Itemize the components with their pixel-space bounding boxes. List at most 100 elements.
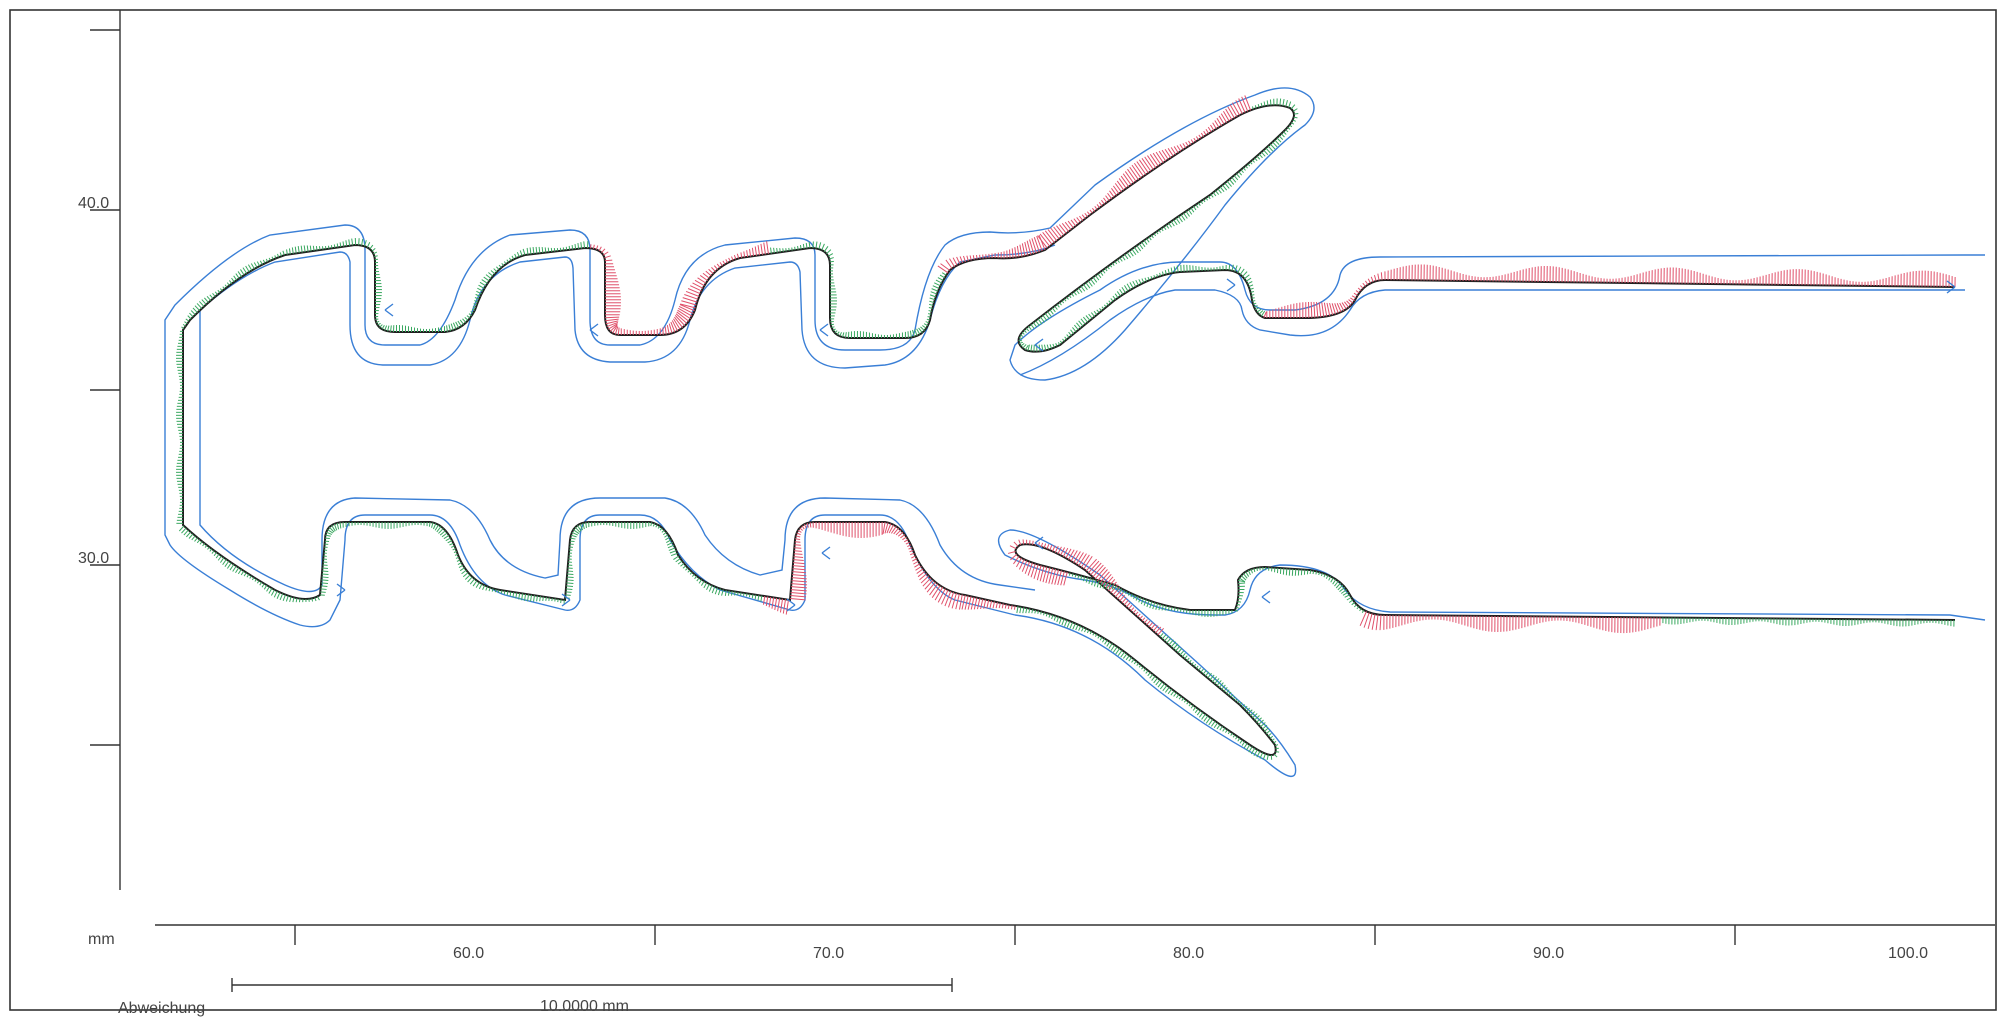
deviation-hatch xyxy=(1180,214,1186,221)
deviation-hatch xyxy=(541,247,544,253)
deviation-hatch xyxy=(1243,705,1248,710)
deviation-hatch xyxy=(604,255,611,259)
deviation-hatch xyxy=(607,323,618,330)
deviation-hatch xyxy=(1085,282,1091,289)
deviation-hatch xyxy=(1098,202,1103,207)
deviation-hatch xyxy=(1141,666,1144,670)
deviation-hatch xyxy=(944,590,952,607)
deviation-hatch xyxy=(1106,641,1111,647)
deviation-hatch xyxy=(1192,205,1197,211)
deviation-hatch xyxy=(830,323,834,326)
deviation-hatch xyxy=(749,248,752,257)
deviation-hatch xyxy=(791,586,808,589)
deviation-hatch xyxy=(1221,684,1226,690)
deviation-hatch xyxy=(1231,177,1237,183)
deviation-hatch xyxy=(1245,571,1250,577)
deviation-hatch xyxy=(222,286,226,290)
deviation-hatch xyxy=(1065,548,1072,559)
deviation-hatch xyxy=(940,263,951,271)
deviation-hatch xyxy=(1143,240,1148,245)
deviation-hatch xyxy=(522,248,526,256)
deviation-hatch xyxy=(571,531,578,536)
deviation-hatch xyxy=(1254,157,1258,162)
deviation-hatch xyxy=(795,538,801,541)
deviation-hatch xyxy=(673,318,681,330)
deviation-hatch xyxy=(263,584,268,590)
deviation-hatch xyxy=(1104,639,1108,645)
deviation-hatch xyxy=(920,326,925,331)
deviation-hatch xyxy=(1025,607,1028,614)
deviation-hatch xyxy=(1149,154,1159,167)
deviation-hatch xyxy=(445,537,451,542)
deviation-hatch xyxy=(488,587,491,592)
deviation-hatch xyxy=(457,320,462,327)
deviation-hatch xyxy=(509,591,512,597)
deviation-hatch xyxy=(601,248,606,254)
deviation-hatch xyxy=(671,320,679,332)
deviation-hatch xyxy=(479,281,487,287)
deviation-hatch xyxy=(1186,701,1189,705)
deviation-hatch xyxy=(1177,648,1183,654)
deviation-hatch xyxy=(706,583,710,591)
deviation-hatch xyxy=(1320,572,1323,577)
deviation-hatch xyxy=(1061,223,1070,232)
deviation-hatch xyxy=(1109,190,1115,198)
deviation-hatch xyxy=(1138,597,1142,603)
deviation-hatch xyxy=(452,322,457,330)
deviation-hatch xyxy=(1070,293,1075,297)
deviation-hatch xyxy=(1135,279,1139,286)
deviation-hatch xyxy=(1377,273,1380,281)
deviation-hatch xyxy=(1235,736,1238,740)
deviation-hatch xyxy=(1214,120,1220,128)
deviation-hatch xyxy=(1039,233,1051,247)
deviation-hatch xyxy=(1195,204,1199,209)
deviation-hatch xyxy=(793,559,804,562)
deviation-hatch xyxy=(939,274,945,279)
deviation-hatch xyxy=(185,318,190,322)
deviation-hatch xyxy=(1099,307,1102,312)
deviation-hatch xyxy=(1231,102,1241,116)
deviation-hatch xyxy=(1064,619,1068,627)
deviation-hatch xyxy=(728,257,731,262)
deviation-hatch xyxy=(1293,112,1299,115)
deviation-hatch xyxy=(1086,629,1090,634)
deviation-hatch xyxy=(1097,273,1102,279)
deviation-hatch xyxy=(1213,722,1219,729)
deviation-hatch xyxy=(577,525,582,532)
deviation-hatch xyxy=(1159,272,1162,277)
deviation-hatch xyxy=(1080,318,1086,325)
plot-frame xyxy=(9,9,1997,1011)
deviation-hatch xyxy=(832,328,836,331)
deviation-hatch xyxy=(829,260,834,263)
deviation-hatch xyxy=(351,238,354,246)
deviation-hatch xyxy=(748,593,751,598)
deviation-hatch xyxy=(1102,582,1106,589)
deviation-hatch xyxy=(1107,266,1110,270)
deviation-hatch xyxy=(1269,99,1272,106)
deviation-hatch xyxy=(450,323,454,331)
deviation-hatch xyxy=(1185,210,1190,217)
deviation-hatch xyxy=(1059,340,1063,344)
deviation-hatch xyxy=(1070,329,1075,335)
deviation-hatch xyxy=(951,592,957,609)
deviation-hatch xyxy=(1085,558,1097,572)
deviation-hatch xyxy=(1239,268,1245,275)
deviation-hatch xyxy=(1036,235,1043,252)
deviation-hatch xyxy=(1258,719,1264,725)
deviation-hatch xyxy=(690,285,702,292)
deviation-hatch xyxy=(1250,747,1256,755)
deviation-hatch xyxy=(240,269,245,276)
deviation-hatch xyxy=(217,555,222,561)
deviation-hatch xyxy=(1260,722,1266,728)
deviation-hatch xyxy=(279,252,283,257)
deviation-hatch xyxy=(1253,749,1258,756)
deviation-hatch xyxy=(1263,727,1269,732)
deviation-hatch xyxy=(224,284,228,288)
deviation-hatch xyxy=(1207,673,1212,679)
deviation-hatch xyxy=(1242,573,1248,579)
deviation-hatch xyxy=(1240,169,1244,174)
deviation-hatch xyxy=(496,266,500,270)
deviation-hatch xyxy=(1086,211,1091,216)
deviation-hatch xyxy=(698,579,702,584)
deviation-hatch xyxy=(567,573,574,575)
